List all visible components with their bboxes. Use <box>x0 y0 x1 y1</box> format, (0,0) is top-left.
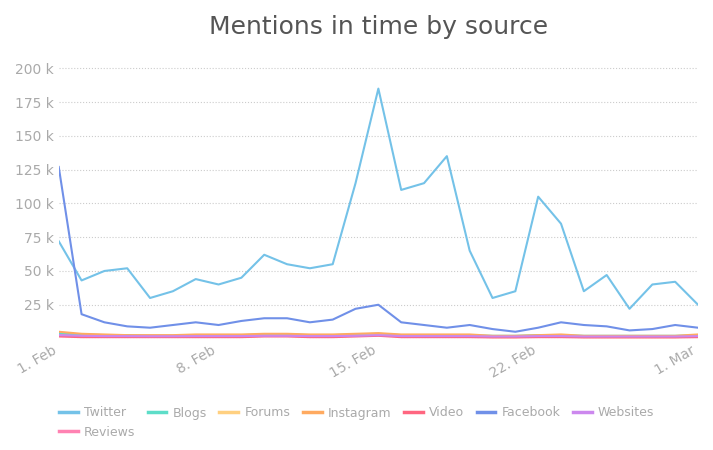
Title: Mentions in time by source: Mentions in time by source <box>209 15 548 39</box>
Legend: Twitter, Reviews, Blogs, Forums, Instagram, Video, Facebook, Websites: Twitter, Reviews, Blogs, Forums, Instagr… <box>53 401 660 444</box>
